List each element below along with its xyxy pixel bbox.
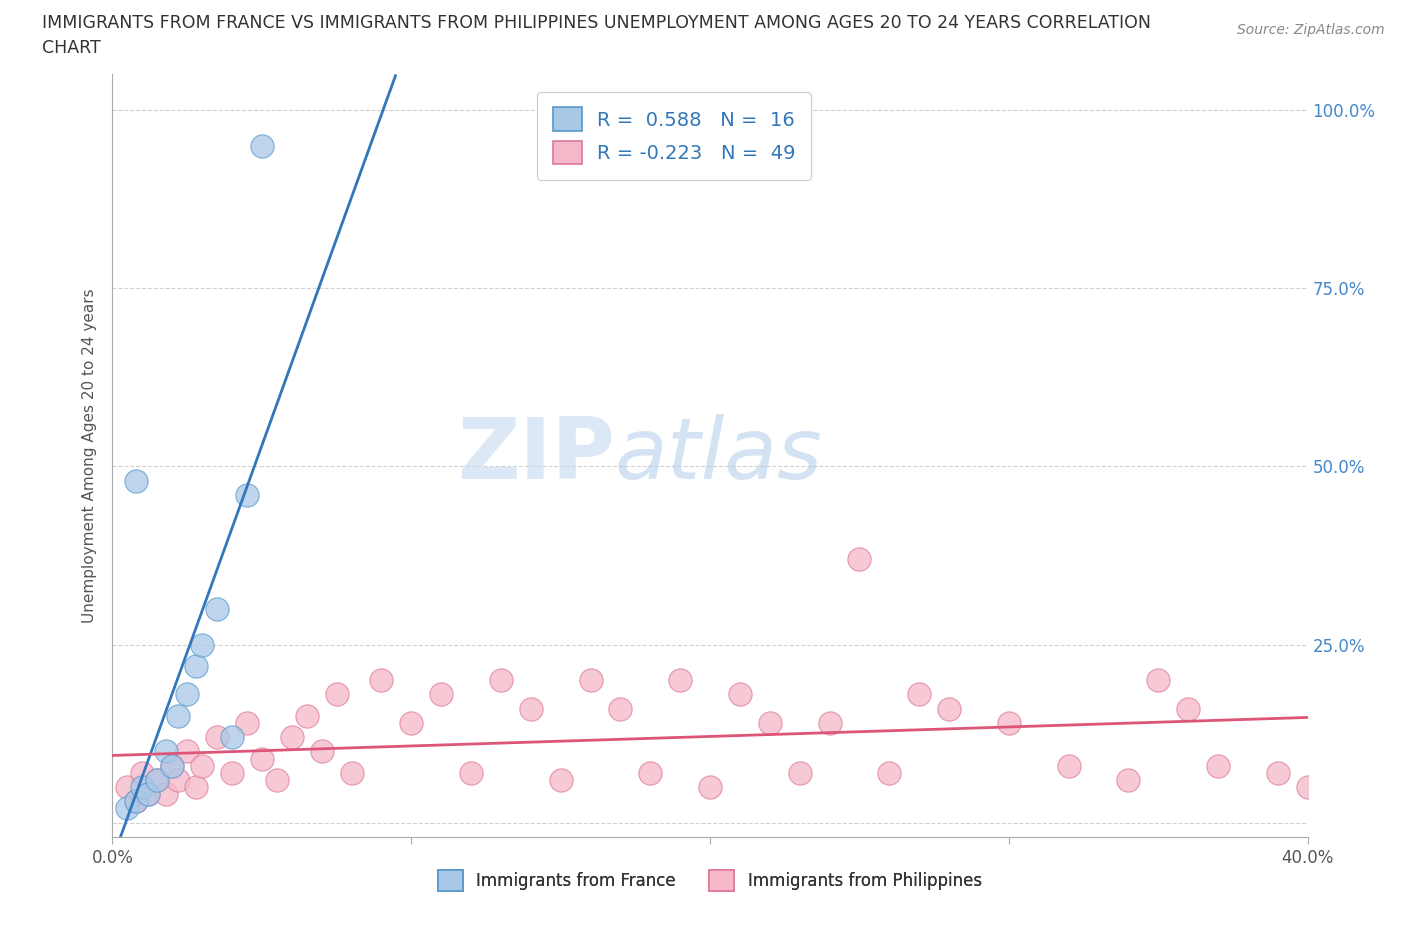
Point xyxy=(125,473,148,488)
Point xyxy=(138,787,160,802)
Point xyxy=(550,773,572,788)
Text: Source: ZipAtlas.com: Source: ZipAtlas.com xyxy=(1237,23,1385,37)
Point xyxy=(155,787,177,802)
Point xyxy=(311,744,333,759)
Point xyxy=(191,758,214,773)
Point xyxy=(162,758,183,773)
Point xyxy=(250,751,273,766)
Point xyxy=(325,687,347,702)
Point xyxy=(370,672,392,687)
Point xyxy=(167,709,190,724)
Point xyxy=(186,658,208,673)
Point xyxy=(1177,701,1199,716)
Point xyxy=(162,758,183,773)
Point xyxy=(460,765,482,780)
Point xyxy=(176,687,198,702)
Point xyxy=(186,779,208,794)
Point xyxy=(250,139,273,153)
Point xyxy=(1267,765,1289,780)
Point xyxy=(340,765,363,780)
Text: CHART: CHART xyxy=(42,39,101,57)
Point xyxy=(117,801,139,816)
Point xyxy=(879,765,901,780)
Point xyxy=(998,715,1021,730)
Point xyxy=(938,701,960,716)
Point xyxy=(579,672,602,687)
Point xyxy=(401,715,423,730)
Point xyxy=(818,715,841,730)
Text: ZIP: ZIP xyxy=(457,414,614,498)
Point xyxy=(489,672,512,687)
Legend: Immigrants from France, Immigrants from Philippines: Immigrants from France, Immigrants from … xyxy=(432,864,988,897)
Point xyxy=(908,687,931,702)
Point xyxy=(281,730,304,745)
Point xyxy=(236,715,259,730)
Point xyxy=(1118,773,1140,788)
Point xyxy=(167,773,190,788)
Point xyxy=(789,765,811,780)
Point xyxy=(669,672,692,687)
Point xyxy=(221,765,243,780)
Point xyxy=(295,709,318,724)
Point xyxy=(1147,672,1170,687)
Point xyxy=(146,773,169,788)
Point xyxy=(176,744,198,759)
Point xyxy=(609,701,631,716)
Point xyxy=(131,765,153,780)
Text: atlas: atlas xyxy=(614,414,823,498)
Point xyxy=(221,730,243,745)
Point xyxy=(117,779,139,794)
Point xyxy=(146,773,169,788)
Point xyxy=(205,602,228,617)
Point xyxy=(266,773,288,788)
Point xyxy=(1057,758,1080,773)
Point xyxy=(138,787,160,802)
Point xyxy=(848,551,870,566)
Y-axis label: Unemployment Among Ages 20 to 24 years: Unemployment Among Ages 20 to 24 years xyxy=(82,288,97,623)
Point xyxy=(191,637,214,652)
Point xyxy=(125,794,148,809)
Point xyxy=(640,765,662,780)
Point xyxy=(1296,779,1319,794)
Point xyxy=(728,687,751,702)
Point xyxy=(205,730,228,745)
Point xyxy=(699,779,721,794)
Point xyxy=(430,687,453,702)
Point xyxy=(1206,758,1229,773)
Point xyxy=(125,794,148,809)
Text: IMMIGRANTS FROM FRANCE VS IMMIGRANTS FROM PHILIPPINES UNEMPLOYMENT AMONG AGES 20: IMMIGRANTS FROM FRANCE VS IMMIGRANTS FRO… xyxy=(42,14,1152,32)
Point xyxy=(131,779,153,794)
Point xyxy=(520,701,543,716)
Point xyxy=(155,744,177,759)
Point xyxy=(236,487,259,502)
Point xyxy=(759,715,782,730)
